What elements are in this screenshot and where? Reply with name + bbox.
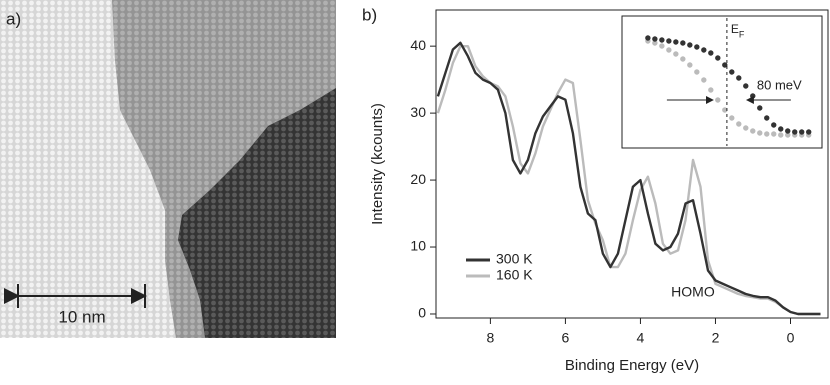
inset-dot [771,131,777,137]
inset-dot [764,131,770,137]
inset-dot [652,36,658,42]
inset-dot [673,39,679,45]
inset-dot [750,128,756,134]
inset-dot [771,122,777,128]
x-tick-label: 8 [486,330,494,346]
spectrum-line [436,41,821,316]
scale-bar-label: 10 nm [58,307,105,326]
inset-dot [666,47,672,53]
y-tick-label: 0 [418,305,426,321]
x-tick-label: 2 [712,330,720,346]
inset-dot [764,115,770,121]
x-tick-label: 0 [787,330,795,346]
inset-dot [757,130,763,136]
annotation: HOMO [671,283,715,299]
legend-label: 160 K [496,267,533,283]
inset-dot [687,62,693,68]
inset-dot [708,50,714,56]
legend-label: 300 K [496,251,533,267]
inset-dot [792,129,798,135]
y-tick-label: 30 [410,104,426,120]
inset-dot [715,55,721,61]
inset-dot [778,126,784,132]
inset-dot [701,47,707,53]
inset-dot [722,107,728,113]
stm-image [0,0,336,338]
x-tick-label: 6 [562,330,570,346]
inset-dot [743,83,749,89]
inset-dot [778,132,784,138]
inset-dot [701,77,707,83]
panel-label: b) [362,5,377,24]
y-tick-label: 40 [410,37,426,53]
inset-dot [708,87,714,93]
inset-dot [645,35,651,41]
inset-dot [659,43,665,49]
fermi-label-sub: F [739,29,745,39]
inset-dot [680,40,686,46]
inset-dot [687,42,693,48]
inset-dot [785,132,791,138]
inset-dot [715,97,721,103]
x-tick-label: 4 [637,330,645,346]
inset-dot [694,44,700,50]
inset-dot [785,128,791,134]
inset-dot [729,115,735,121]
inset-dot [722,62,728,68]
y-tick-label: 10 [410,238,426,254]
shift-label: 80 meV [757,77,802,92]
inset-dot [666,38,672,44]
spectrum-line [436,45,821,316]
panel-label: a) [6,9,21,28]
plot-frame [435,9,829,319]
inset-dot [659,37,665,43]
inset-dot [757,105,763,111]
y-axis-title: Intensity (kcounts) [369,103,386,225]
inset-dot [729,69,735,75]
fermi-label: E [731,22,739,36]
inset-dot [743,125,749,131]
inset-dot [750,93,756,99]
inset-dot [799,129,805,135]
x-axis-title: Binding Energy (eV) [565,357,699,374]
inset-dot [736,75,742,81]
inset-dot [652,40,658,46]
inset-dot [806,129,812,135]
inset-dot [736,121,742,127]
y-tick-label: 20 [410,171,426,187]
inset-dot [673,51,679,57]
inset-dot [680,56,686,62]
inset-dot [694,69,700,75]
